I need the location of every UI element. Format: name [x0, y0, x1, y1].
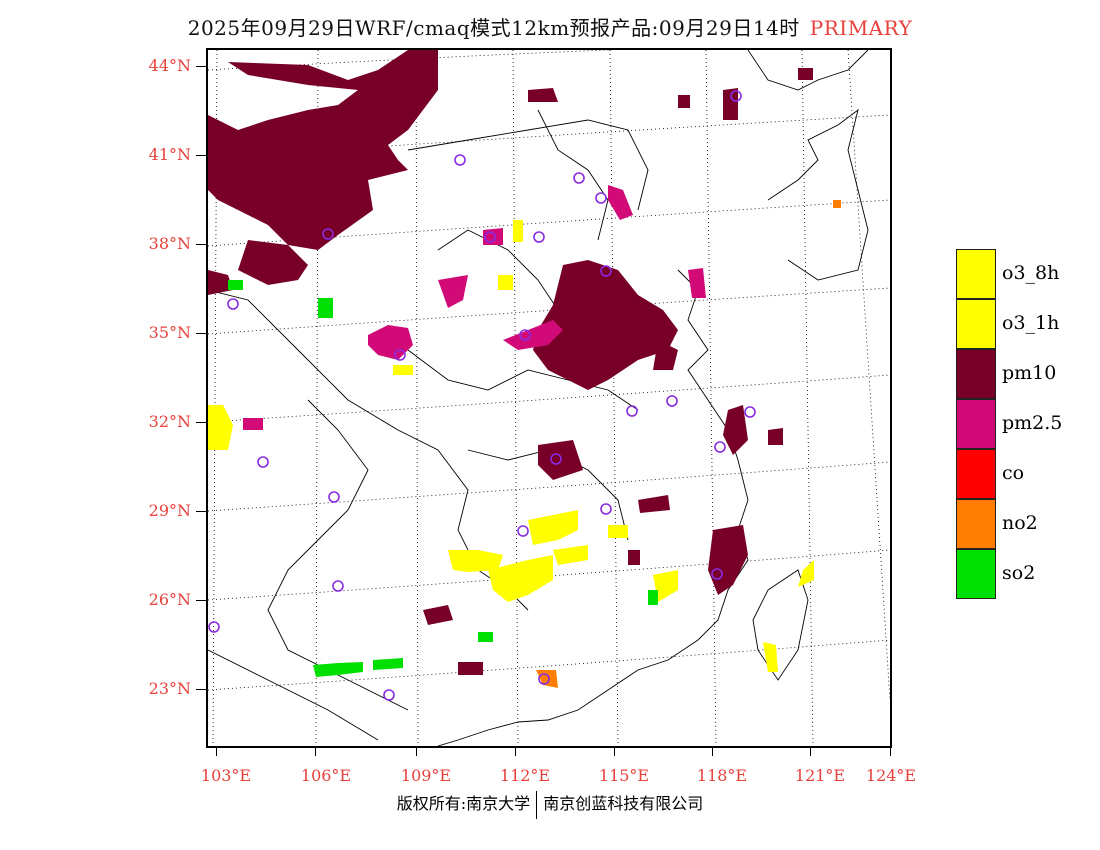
lon-label-124: 124°E [865, 766, 917, 785]
copyright-footer: 版权所有:南京大学 南京创蓝科技有限公司 [0, 790, 1100, 819]
lat-tick [196, 511, 206, 512]
lat-label-35: 35°N [148, 323, 191, 342]
footer-divider [536, 790, 538, 819]
lat-tick [196, 600, 206, 601]
lon-label-112: 112°E [499, 766, 551, 785]
title-tag: PRIMARY [809, 16, 913, 40]
map-canvas [208, 50, 890, 746]
pm10-areas [208, 50, 813, 675]
legend-label: o3_1h [1002, 312, 1060, 334]
map-panel[interactable] [206, 48, 892, 748]
legend-swatch [956, 349, 996, 399]
map-title: 2025年09月29日WRF/cmaq模式12km预报产品:09月29日14时 P… [0, 12, 1100, 41]
lat-label-38: 38°N [148, 234, 191, 253]
lat-tick [196, 66, 206, 67]
lon-label-118: 118°E [696, 766, 748, 785]
lat-tick [196, 244, 206, 245]
legend-label: no2 [1002, 512, 1038, 534]
lat-label-32: 32°N [148, 412, 191, 431]
lon-tick [810, 748, 811, 756]
lat-tick [196, 155, 206, 156]
lon-label-103: 103°E [200, 766, 252, 785]
legend-label: o3_8h [1002, 262, 1060, 284]
legend-swatch [956, 399, 996, 449]
copyright-owner: 版权所有:南京大学 [396, 794, 531, 813]
lat-tick [196, 689, 206, 690]
lon-tick [515, 748, 516, 756]
lon-tick [712, 748, 713, 756]
legend-swatch [956, 449, 996, 499]
legend-swatch [956, 549, 996, 599]
legend-label: so2 [1002, 562, 1036, 584]
copyright-company: 南京创蓝科技有限公司 [543, 794, 704, 813]
pm25-areas [243, 185, 706, 430]
legend-swatch [956, 499, 996, 549]
lon-label-106: 106°E [300, 766, 352, 785]
legend-label: pm2.5 [1002, 412, 1063, 434]
so2-areas [228, 280, 658, 677]
lon-label-121: 121°E [794, 766, 846, 785]
lon-tick [315, 748, 316, 756]
lat-label-44: 44°N [148, 56, 191, 75]
boundaries [208, 50, 869, 746]
lon-tick [216, 748, 217, 756]
lon-tick [614, 748, 615, 756]
lat-label-26: 26°N [148, 590, 191, 609]
station-markers [208, 90, 756, 701]
legend-label: pm10 [1002, 362, 1057, 384]
legend-swatch [956, 299, 996, 349]
lon-label-115: 115°E [598, 766, 650, 785]
legend-swatch [956, 249, 996, 299]
lat-tick [196, 333, 206, 334]
lon-tick [890, 748, 891, 756]
lat-label-41: 41°N [148, 145, 191, 164]
lat-label-29: 29°N [148, 501, 191, 520]
lon-label-109: 109°E [400, 766, 452, 785]
lat-label-23: 23°N [148, 679, 191, 698]
legend-label: co [1002, 462, 1025, 484]
lon-tick [416, 748, 417, 756]
lat-tick [196, 422, 206, 423]
o3-areas [208, 220, 814, 672]
title-text: 2025年09月29日WRF/cmaq模式12km预报产品:09月29日14时 [187, 16, 800, 40]
